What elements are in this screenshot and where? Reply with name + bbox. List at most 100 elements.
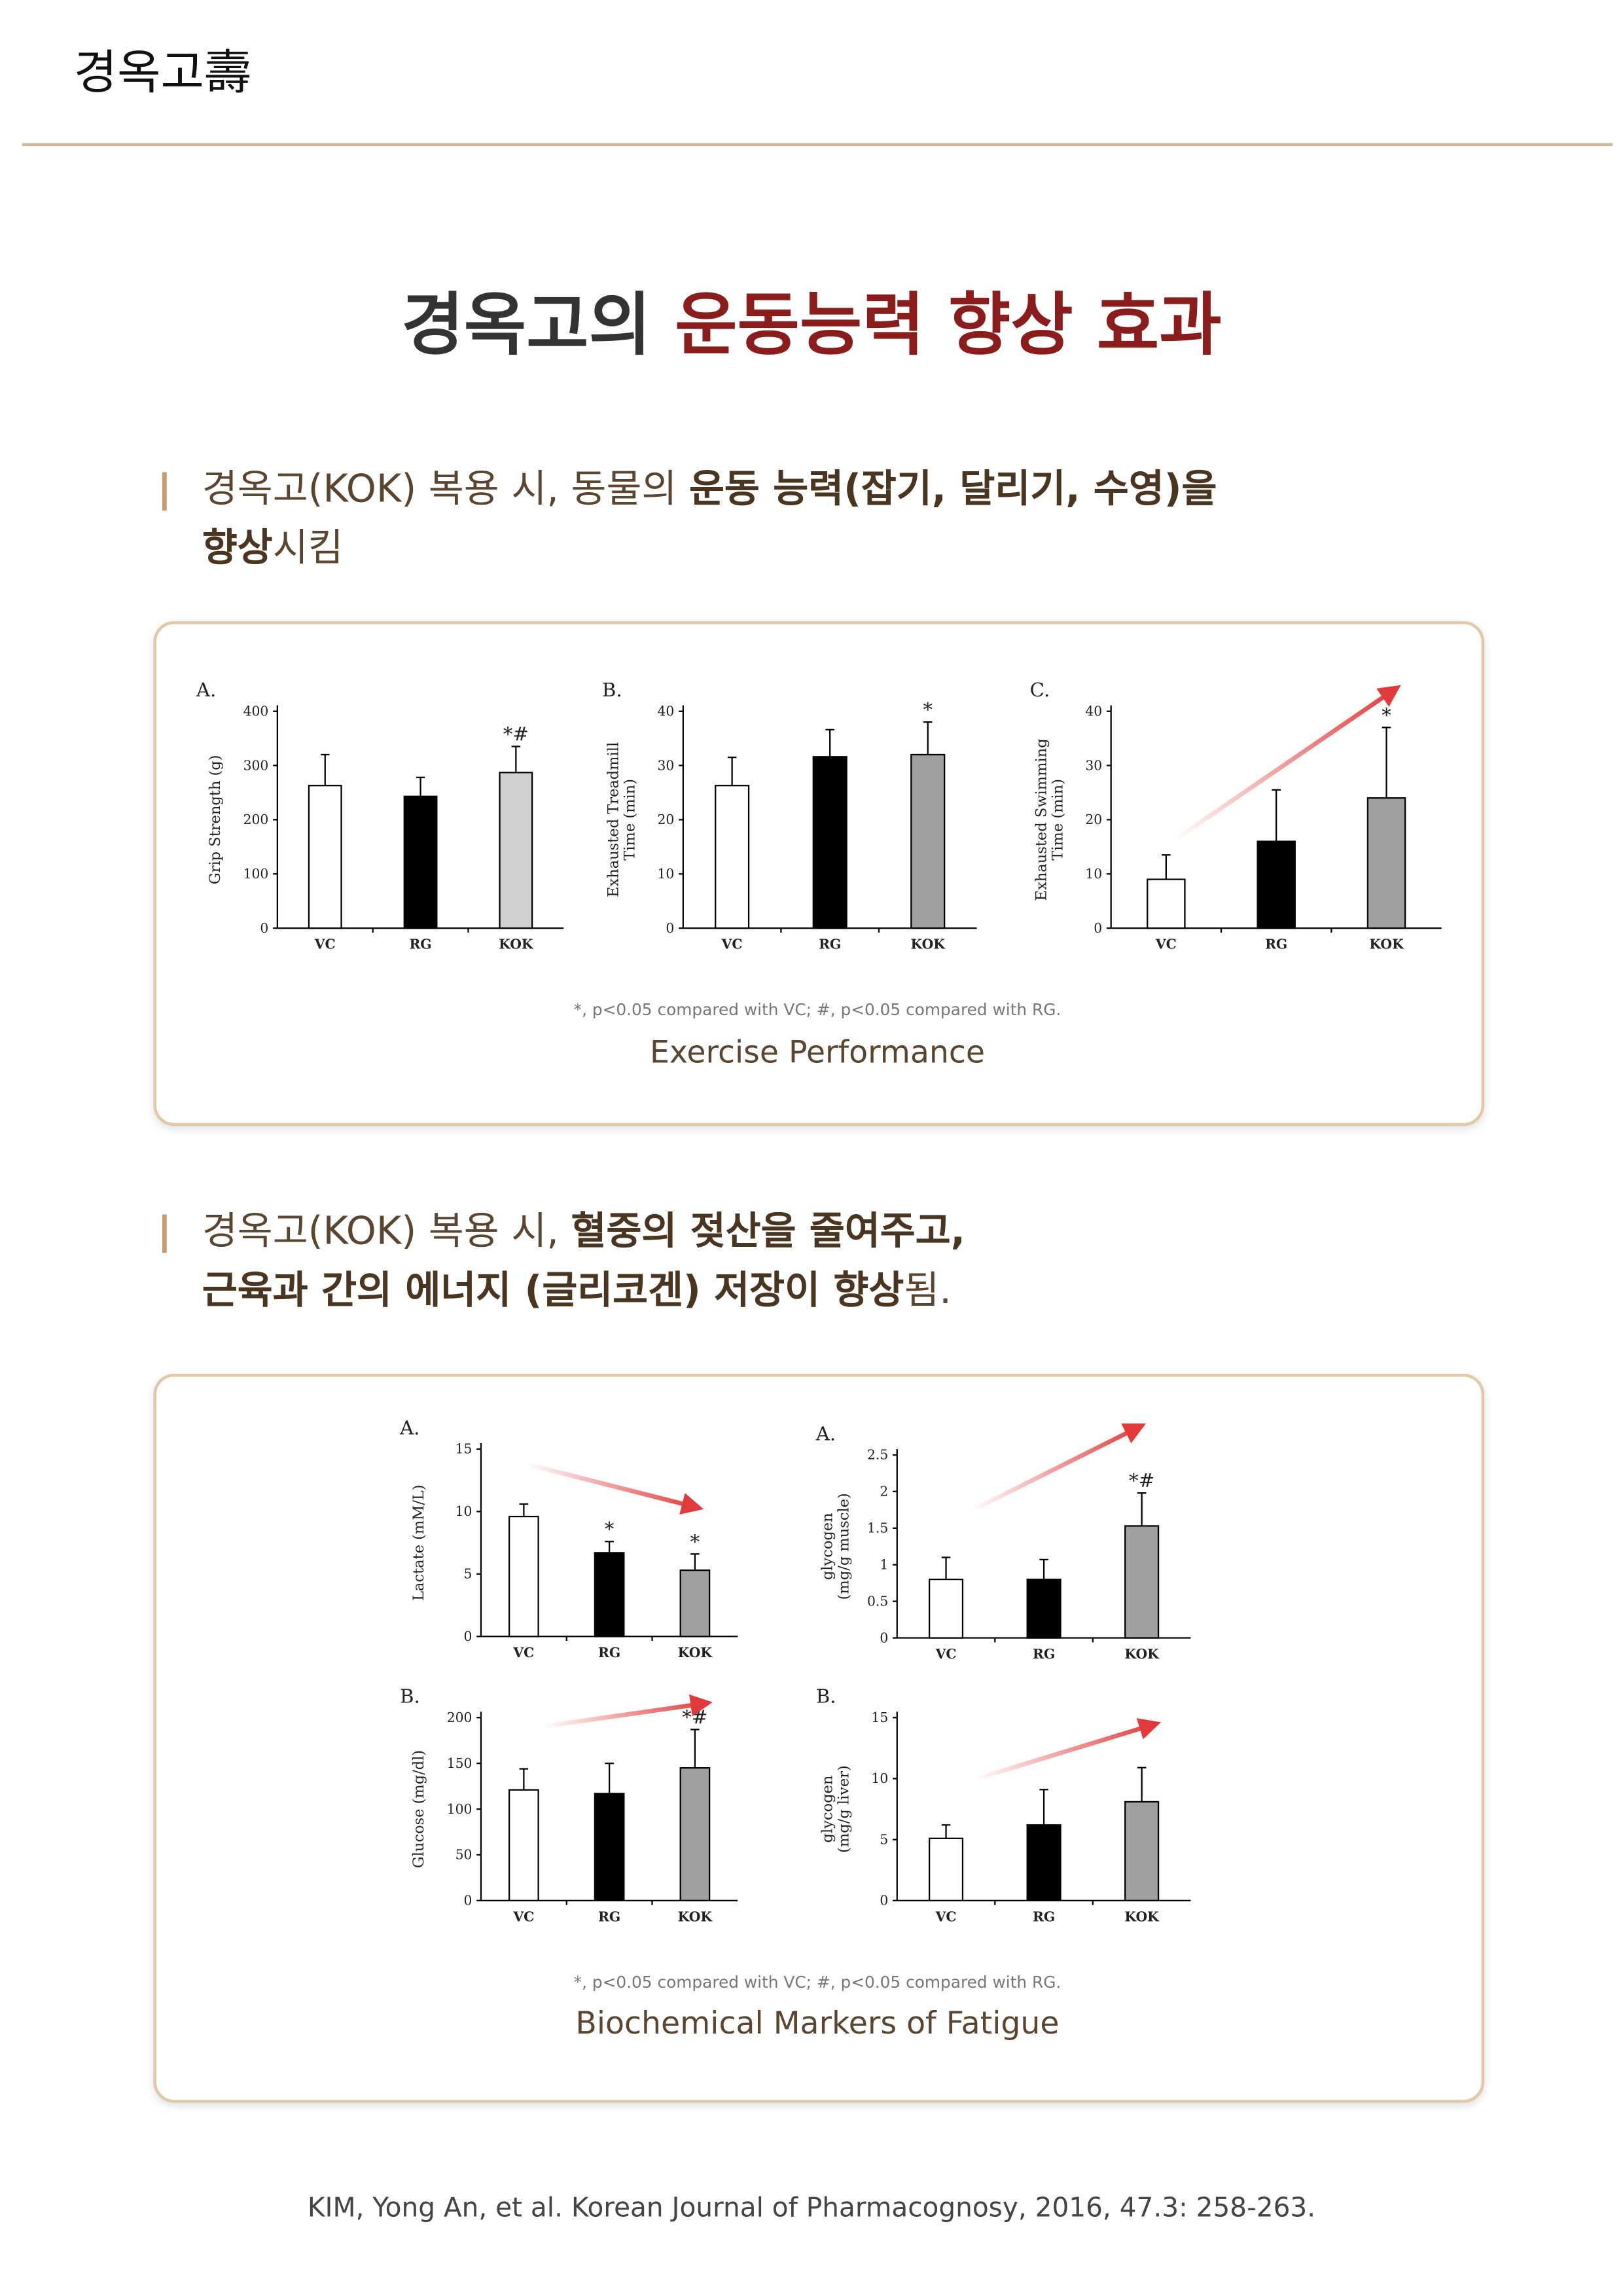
bar xyxy=(508,1789,539,1901)
bar-chart: B. Glucose (mg/dl) 0 50 100 150 200 VC RG KOK *# xyxy=(400,1685,738,1924)
figure-caption: Biochemical Markers of Fatigue xyxy=(575,2005,1060,2041)
y-tick-label: 100 xyxy=(447,1801,473,1817)
text: 시킴 xyxy=(272,526,344,571)
trend-arrow xyxy=(543,1694,713,1729)
section-headline: 경옥고(KOK) 복용 시, 동물의 운동 능력(잡기, 달리기, 수영)을 향… xyxy=(202,460,1217,578)
y-tick-label: 40 xyxy=(1085,703,1102,719)
x-tick-label: VC xyxy=(1155,937,1177,952)
x-tick-label: VC xyxy=(314,937,336,952)
panel-label: C. xyxy=(1030,679,1050,701)
x-tick-label: VC xyxy=(721,937,743,952)
bar xyxy=(928,1837,964,1901)
y-tick-label: 20 xyxy=(1085,812,1102,827)
y-tick-label: 10 xyxy=(1085,866,1102,882)
text-bold: 운동 능력(잡기, 달리기, 수영)을 xyxy=(688,467,1217,512)
x-tick-label: KOK xyxy=(1124,1646,1160,1662)
bar-chart: B. glycogen(mg/g liver) 0 5 10 15 VC RG KOK xyxy=(816,1685,1191,1924)
bar xyxy=(812,756,847,929)
bar xyxy=(403,795,438,929)
y-tick-label: 2.5 xyxy=(867,1447,888,1463)
y-tick-label: 30 xyxy=(1085,757,1102,773)
panel-label: A. xyxy=(196,679,216,701)
y-tick-label: 0 xyxy=(666,920,674,936)
y-tick-label: 0 xyxy=(1094,920,1102,936)
bar-chart: A. Lactate (mM/L) 0 5 10 15 VC RG * KOK * xyxy=(399,1416,738,1660)
x-tick-label: RG xyxy=(598,1909,620,1924)
page-title: 경옥고의 운동능력 향상 효과 xyxy=(0,272,1623,369)
title-highlight: 운동능력 향상 효과 xyxy=(675,285,1222,365)
section-marker xyxy=(162,472,167,511)
bar xyxy=(679,1569,711,1638)
bar xyxy=(1026,1824,1061,1901)
y-tick-label: 0 xyxy=(880,1630,888,1645)
significance-label: *# xyxy=(503,723,529,745)
y-axis-label: glycogen xyxy=(819,1513,836,1580)
panel-label: B. xyxy=(400,1685,420,1708)
divider xyxy=(22,143,1613,147)
bar xyxy=(679,1767,711,1901)
bar xyxy=(910,753,946,929)
x-tick-label: RG xyxy=(598,1645,620,1660)
bar xyxy=(308,785,342,929)
significance-label: * xyxy=(923,698,933,721)
bar xyxy=(594,1552,625,1638)
panel-label: A. xyxy=(399,1416,419,1439)
x-tick-label: KOK xyxy=(1369,937,1404,952)
title-part: 경옥고의 xyxy=(401,285,675,365)
trend-arrow xyxy=(973,1718,1162,1782)
x-tick-label: VC xyxy=(935,1909,957,1924)
section-headline: 경옥고(KOK) 복용 시, 혈중의 젖산을 줄여주고, 근육과 간의 에너지 … xyxy=(202,1202,965,1320)
y-axis-label: Time (min) xyxy=(621,779,638,861)
y-tick-label: 15 xyxy=(871,1710,888,1725)
panel-label: B. xyxy=(816,1685,836,1708)
bar xyxy=(1026,1578,1061,1639)
x-tick-label: RG xyxy=(1033,1909,1055,1924)
significance-label: * xyxy=(1382,704,1391,726)
citation: KIM, Yong An, et al. Korean Journal of P… xyxy=(307,2193,1316,2224)
significance-label: *# xyxy=(682,1706,707,1728)
x-tick-label: VC xyxy=(512,1645,534,1660)
x-tick-label: KOK xyxy=(678,1645,713,1660)
text-bold: 근육과 간의 에너지 (글리코겐) 저장이 향상 xyxy=(202,1268,904,1314)
y-tick-label: 1.5 xyxy=(867,1520,888,1536)
text-bold: 향상 xyxy=(202,526,273,571)
bar xyxy=(1147,878,1186,929)
text-bold: 혈중의 젖산을 줄여주고, xyxy=(571,1210,965,1255)
y-axis-label: Glucose (mg/dl) xyxy=(410,1750,427,1869)
y-tick-label: 1 xyxy=(880,1556,888,1572)
y-tick-label: 5 xyxy=(880,1831,888,1847)
y-tick-label: 10 xyxy=(658,866,675,882)
y-axis-label: (mg/g muscle) xyxy=(835,1493,852,1600)
y-tick-label: 0 xyxy=(260,920,268,936)
footnote: *, p<0.05 compared with VC; #, p<0.05 co… xyxy=(573,1973,1061,1992)
y-tick-label: 0 xyxy=(464,1893,473,1909)
y-tick-label: 0 xyxy=(880,1893,888,1909)
figure-box xyxy=(153,1373,1485,2103)
bar xyxy=(928,1578,964,1639)
y-tick-label: 0 xyxy=(464,1628,473,1644)
trend-arrow xyxy=(524,1462,704,1515)
y-tick-label: 100 xyxy=(243,866,269,882)
x-tick-label: RG xyxy=(409,937,431,952)
x-tick-label: KOK xyxy=(499,937,534,952)
bar-chart: A. glycogen(mg/g muscle) 0 0.5 1 1.5 2 2.5 VC RG K… xyxy=(815,1422,1191,1662)
y-tick-label: 10 xyxy=(871,1770,888,1786)
panel-label: B. xyxy=(602,679,622,701)
bar xyxy=(1257,840,1296,929)
x-tick-label: RG xyxy=(1265,937,1287,952)
y-axis-label: Exhausted Treadmill xyxy=(605,742,622,897)
footnote: *, p<0.05 compared with VC; #, p<0.05 co… xyxy=(573,1000,1061,1020)
y-tick-label: 2 xyxy=(880,1484,888,1499)
significance-label: * xyxy=(605,1518,615,1540)
y-tick-label: 150 xyxy=(447,1755,473,1771)
y-tick-label: 10 xyxy=(455,1503,473,1519)
trend-arrow xyxy=(1171,685,1401,843)
bar-chart: A. Grip Strength (g) 0 100 200 300 400 VC RG KOK *… xyxy=(196,679,564,952)
trend-arrow xyxy=(969,1423,1147,1513)
y-tick-label: 15 xyxy=(455,1441,473,1457)
x-tick-label: RG xyxy=(819,937,841,952)
y-tick-label: 40 xyxy=(658,703,675,719)
bar xyxy=(594,1793,625,1901)
